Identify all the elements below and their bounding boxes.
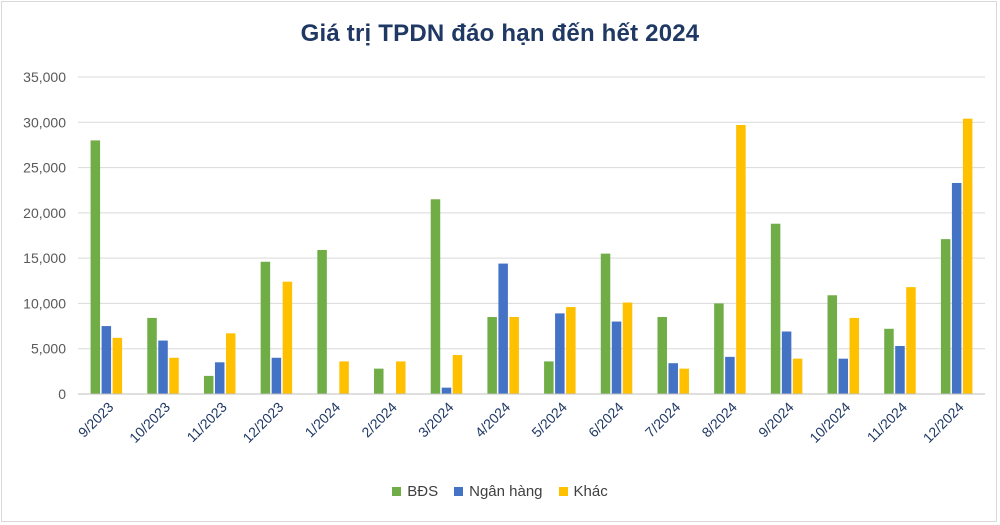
legend-label: BĐS [407, 483, 439, 500]
bar-khác [282, 281, 293, 394]
bar-ngân-hàng [214, 362, 225, 394]
x-tick-label: 9/2023 [75, 399, 117, 441]
bar-bđs [714, 303, 724, 394]
bar-khác [566, 307, 576, 394]
bar-khác [112, 337, 123, 394]
x-tick-label: 12/2024 [920, 399, 967, 446]
x-axis-ticks: 9/2023 10/2023 11/2023 12/2023 1/2024 2/2024 3… [75, 399, 967, 446]
bar-bđs [203, 375, 214, 394]
legend-swatch [454, 487, 464, 496]
bar-khác [622, 302, 633, 394]
y-tick-label: 35,000 [23, 69, 66, 85]
bar-ngân-hàng [271, 357, 282, 394]
bar-bđs [600, 253, 611, 394]
bars [90, 118, 973, 395]
bar-bđs [544, 361, 554, 394]
bar-ngân-hàng [158, 340, 168, 394]
legend-item: BĐS [392, 483, 438, 500]
x-tick-label: 12/2023 [239, 399, 286, 446]
bar-bđs [884, 328, 894, 394]
bar-ngân-hàng [725, 356, 735, 394]
bar-ngân-hàng [611, 321, 622, 394]
legend-swatch [392, 487, 402, 496]
bar-ngân-hàng [951, 182, 962, 394]
bar-khác [339, 361, 349, 394]
x-tick-label: 6/2024 [585, 399, 627, 441]
bar-bđs [90, 140, 101, 394]
bar-ngân-hàng [668, 363, 678, 394]
x-tick-label: 7/2024 [642, 399, 684, 441]
bar-khác [962, 118, 973, 395]
legend-swatch [558, 487, 568, 496]
y-tick-label: 20,000 [23, 205, 66, 221]
bar-bđs [827, 295, 838, 394]
bar-khác [225, 333, 236, 394]
bar-khác [169, 357, 179, 394]
legend-label: Ngân hàng [469, 483, 543, 500]
y-axis-ticks: 0 5,000 10,000 15,000 20,000 25,000 30,000 35,0… [23, 69, 66, 402]
x-tick-label: 3/2024 [415, 399, 457, 441]
legend: BĐS Ngân hàng Khác [0, 483, 1000, 500]
bar-khác [679, 368, 689, 394]
x-tick-label: 2/2024 [358, 399, 400, 441]
x-tick-label: 1/2024 [302, 399, 344, 441]
bar-khác [509, 317, 519, 394]
legend-label: Khác [573, 483, 608, 500]
x-tick-label: 9/2024 [755, 399, 797, 441]
y-tick-label: 15,000 [23, 250, 66, 266]
bar-bđs [487, 317, 497, 394]
bar-ngân-hàng [895, 345, 905, 394]
y-tick-label: 10,000 [23, 295, 66, 311]
y-tick-label: 30,000 [23, 114, 66, 130]
legend-item: Ngân hàng [454, 483, 543, 500]
gridlines [78, 76, 985, 350]
bar-ngân-hàng [555, 313, 565, 394]
bar-ngân-hàng [101, 326, 112, 394]
bar-khác [849, 317, 860, 394]
x-tick-label: 10/2023 [126, 399, 173, 446]
y-tick-label: 0 [58, 386, 66, 402]
x-tick-label: 8/2024 [698, 399, 740, 441]
bar-bđs [430, 199, 441, 394]
x-tick-label: 4/2024 [472, 399, 514, 441]
y-tick-label: 5,000 [31, 341, 66, 357]
bar-bđs [657, 317, 667, 394]
y-tick-label: 25,000 [23, 160, 66, 176]
bar-khác [792, 358, 803, 394]
bar-khác [736, 125, 746, 394]
bar-bđs [374, 368, 384, 394]
x-tick-label: 11/2023 [183, 399, 230, 446]
bar-bđs [147, 317, 157, 394]
bar-khác [396, 361, 406, 394]
bar-bđs [770, 223, 781, 394]
chart-title: Giá trị TPDN đáo hạn đến hết 2024 [300, 20, 700, 47]
bar-bđs [317, 249, 327, 394]
bar-bđs [260, 261, 271, 394]
x-tick-label: 11/2024 [864, 399, 911, 446]
x-tick-label: 5/2024 [528, 399, 570, 441]
bar-khác [452, 355, 463, 394]
bar-ngân-hàng [441, 387, 452, 394]
bar-ngân-hàng [498, 263, 508, 394]
bar-khác [906, 287, 916, 394]
bar-ngân-hàng [838, 358, 849, 394]
bar-bđs [940, 239, 951, 394]
x-tick-label: 10/2024 [806, 399, 853, 446]
legend-item: Khác [558, 483, 608, 500]
bar-ngân-hàng [781, 331, 792, 394]
